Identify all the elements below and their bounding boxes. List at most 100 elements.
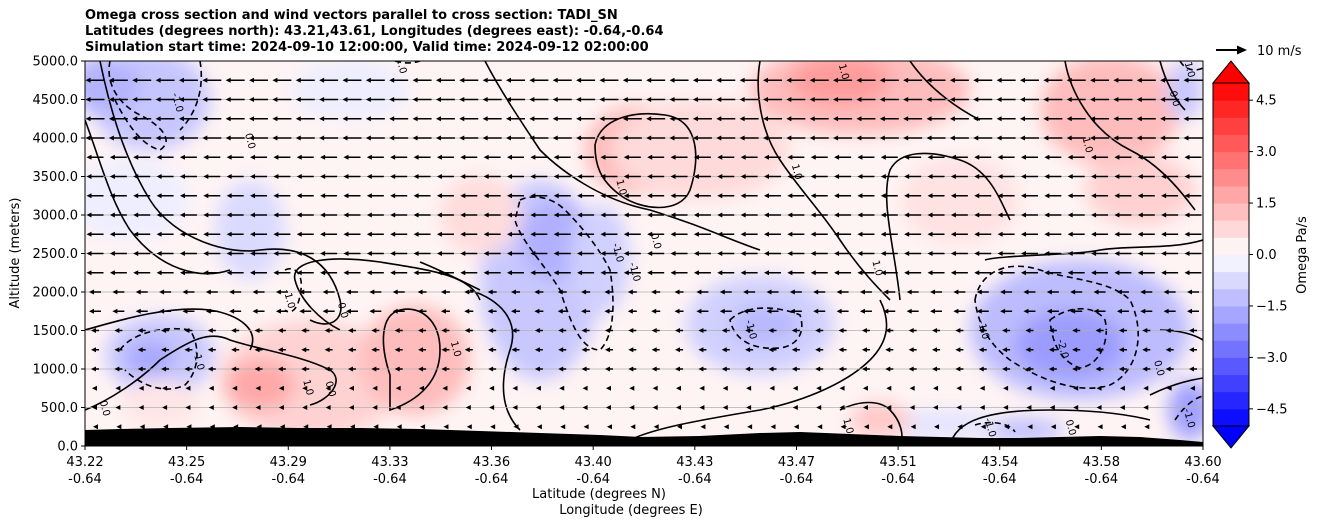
wind-vector-head bbox=[185, 405, 191, 410]
wind-vector-head bbox=[1142, 366, 1148, 372]
colorbar-tick-label: 0.0 bbox=[1256, 248, 1277, 263]
wind-vector-head bbox=[647, 154, 653, 160]
wind-vector-head bbox=[813, 308, 819, 314]
wind-vector-head bbox=[1026, 405, 1032, 410]
wind-vector-head bbox=[834, 231, 840, 237]
wind-vector-head bbox=[529, 135, 535, 141]
wind-vector-head bbox=[511, 289, 517, 295]
x-tick-label-secondary: -0.64 bbox=[1085, 472, 1119, 487]
wind-vector-head bbox=[622, 135, 628, 141]
wind-vector-head bbox=[883, 308, 889, 314]
wind-vector-head bbox=[883, 289, 889, 295]
wind-vector-head bbox=[1189, 328, 1194, 333]
wind-vector-head bbox=[390, 193, 396, 199]
wind-vector-head bbox=[627, 308, 633, 314]
wind-vector-head bbox=[483, 174, 489, 179]
wind-vector-head bbox=[789, 289, 795, 295]
wind-vector-head bbox=[1044, 231, 1050, 237]
wind-vector-head bbox=[1046, 308, 1052, 314]
wind-vector-head bbox=[226, 251, 232, 256]
wind-vector-head bbox=[885, 366, 891, 372]
wind-vector-head bbox=[320, 154, 326, 160]
wind-vector-head bbox=[576, 77, 582, 83]
wind-vector-head bbox=[419, 385, 425, 391]
wind-vector-head bbox=[417, 289, 423, 295]
omega-shading bbox=[85, 61, 1203, 442]
wind-key: 10 m/s bbox=[1216, 44, 1302, 59]
wind-vector-head bbox=[600, 212, 606, 218]
x-tick-label: 43.51 bbox=[879, 455, 916, 470]
wind-vector-head bbox=[834, 154, 840, 160]
wind-vector-head bbox=[581, 308, 587, 314]
wind-vector-head bbox=[506, 135, 512, 141]
wind-vector-head bbox=[974, 154, 980, 160]
wind-vector-head bbox=[1090, 97, 1096, 102]
wind-vector-head bbox=[459, 116, 465, 122]
wind-vector-head bbox=[413, 251, 419, 256]
wind-vector-head bbox=[1093, 308, 1099, 314]
title-line-2: Latitudes (degrees north): 43.21,43.61, … bbox=[85, 24, 664, 39]
wind-vector-head bbox=[623, 154, 629, 160]
wind-vector-head bbox=[250, 193, 256, 199]
wind-vector-head bbox=[482, 116, 488, 122]
wind-vector-head bbox=[1066, 97, 1072, 102]
contour-label: 1.0 bbox=[789, 163, 804, 181]
wind-vector-head bbox=[1142, 328, 1148, 333]
wind-vector-head bbox=[553, 154, 559, 160]
wind-vector-head bbox=[390, 154, 396, 160]
shade-blob bbox=[215, 180, 285, 280]
wind-vector-head bbox=[162, 405, 168, 410]
wind-vector-head bbox=[179, 251, 185, 256]
wind-vector-head bbox=[1163, 308, 1169, 314]
contour-positive-or-zero bbox=[619, 299, 888, 446]
wind-vector-head bbox=[208, 405, 214, 410]
wind-vector-head bbox=[787, 154, 793, 160]
wind-vector-head bbox=[116, 424, 122, 430]
wind-vector-head bbox=[109, 154, 115, 160]
wind-vector-head bbox=[904, 212, 910, 218]
wind-vector-head bbox=[926, 116, 932, 122]
colorbar-segment bbox=[1213, 83, 1249, 101]
y-tick-label: 1500.0 bbox=[33, 324, 79, 339]
wind-vector-head bbox=[599, 97, 605, 102]
contour-label: 1.0 bbox=[1080, 136, 1095, 154]
contour-label: 1.0 bbox=[613, 178, 628, 196]
colorbar-tick-label: 1.5 bbox=[1256, 197, 1277, 212]
wind-vector-head bbox=[557, 308, 563, 314]
wind-vector-head bbox=[249, 97, 255, 102]
wind-vector-head bbox=[763, 212, 769, 218]
wind-vector-head bbox=[885, 347, 891, 353]
wind-vector-head bbox=[646, 77, 652, 83]
wind-vector-head bbox=[249, 135, 255, 141]
y-tick-label: 4000.0 bbox=[33, 132, 79, 147]
wind-vector-head bbox=[1097, 424, 1103, 430]
wind-vector-head bbox=[1073, 405, 1079, 410]
wind-vector-head bbox=[366, 174, 372, 179]
wind-vector-head bbox=[743, 308, 749, 314]
wind-vector-head bbox=[184, 328, 190, 333]
colorbar-segment bbox=[1213, 203, 1249, 221]
contour-label: -1.0 bbox=[626, 261, 642, 283]
wind-vector-head bbox=[717, 251, 723, 256]
wind-vector-head bbox=[460, 231, 466, 237]
wind-vector-head bbox=[435, 77, 441, 83]
wind-vector-head bbox=[1165, 366, 1171, 372]
wind-vector-head bbox=[581, 328, 587, 333]
wind-vector-head bbox=[232, 405, 238, 410]
wind-vector-head bbox=[880, 174, 886, 179]
wind-vector-head bbox=[699, 385, 705, 391]
wind-vector-head bbox=[395, 385, 401, 391]
wind-vector-head bbox=[138, 405, 144, 410]
y-tick-label: 3500.0 bbox=[33, 170, 79, 185]
wind-vector-head bbox=[413, 174, 419, 179]
wind-vector-head bbox=[202, 116, 208, 122]
wind-vector-head bbox=[1067, 193, 1073, 199]
wind-vector-head bbox=[652, 405, 658, 410]
wind-vector-head bbox=[390, 270, 396, 276]
wind-vector-head bbox=[530, 193, 536, 199]
contour-label: -1.0 bbox=[610, 242, 626, 264]
x-tick-label: 43.29 bbox=[270, 455, 307, 470]
wind-vector-head bbox=[1023, 289, 1029, 295]
colorbar-extend-min bbox=[1211, 425, 1251, 449]
wind-vector-head bbox=[511, 308, 517, 314]
